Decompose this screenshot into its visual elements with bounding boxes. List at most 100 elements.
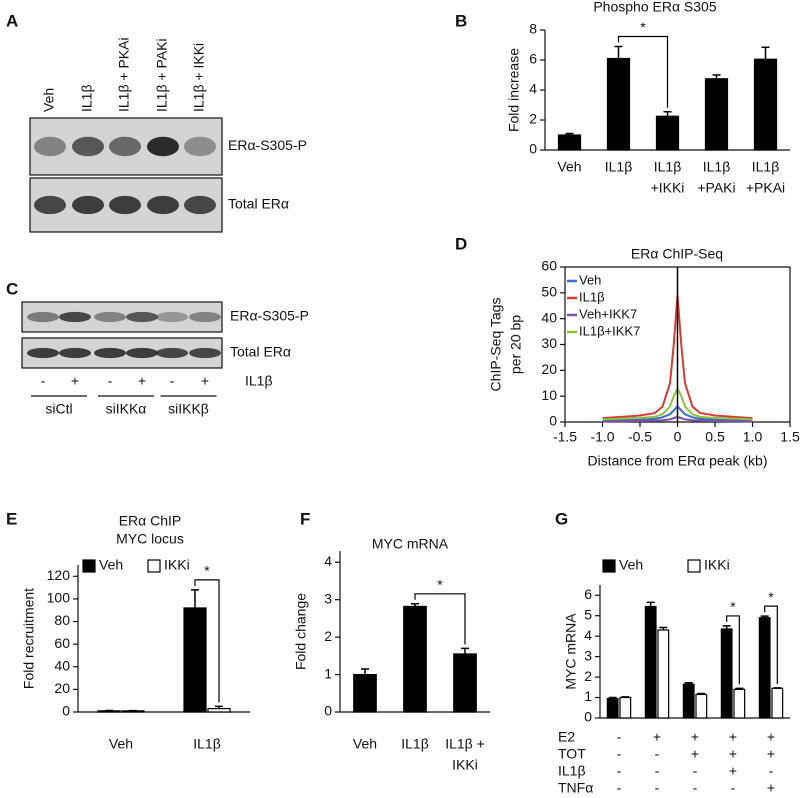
chart-title: MYC mRNA (372, 536, 449, 552)
panel-letter: G (555, 509, 568, 528)
bar (655, 115, 680, 151)
legend-swatch (82, 559, 96, 573)
y-tick-label: 60 (541, 258, 557, 274)
y-tick-label: 3 (324, 590, 332, 606)
table-cell: - (617, 763, 622, 779)
table-cell: - (617, 746, 622, 762)
panel-letter: B (455, 11, 467, 30)
table-cell: - (655, 746, 660, 762)
table-cell: + (729, 729, 737, 745)
table-cell: - (693, 763, 698, 779)
y-tick-label: 6 (584, 586, 592, 602)
x-axis-label: Distance from ERα peak (kb) (587, 453, 767, 469)
group-label: siCtl (45, 401, 72, 417)
table-row-label: TOT (558, 746, 586, 762)
y-tick-label: 0 (549, 413, 557, 429)
x-tick-label: IL1β (401, 736, 429, 752)
table-cell: + (653, 729, 661, 745)
y-tick-label: 4 (324, 553, 332, 569)
error-bar (722, 625, 731, 629)
blot-band (72, 136, 104, 157)
y-axis-label: ChIP-Seq Tags (488, 298, 504, 392)
y-tick-label: 100 (47, 590, 71, 606)
x-tick-label: IL1β (654, 159, 682, 175)
blot-band (59, 347, 91, 359)
legend-label: IKKi (704, 557, 730, 573)
x-tick-label: -1.0 (590, 429, 614, 445)
table-row-label: E2 (558, 729, 575, 745)
lane-label: IL1β + IKKi (191, 43, 207, 112)
sign: + (71, 373, 79, 389)
y-tick-label: 40 (541, 309, 557, 325)
bar (606, 57, 631, 151)
blot-band (94, 311, 126, 323)
sign: - (108, 373, 113, 389)
y-tick-label: 3 (584, 647, 592, 663)
y-tick-label: 0 (62, 703, 70, 719)
y-axis-label: per 20 bp (508, 315, 524, 374)
blot-band (184, 195, 216, 215)
error-bar (565, 132, 574, 135)
bar (453, 653, 477, 713)
x-tick-label: 0.5 (705, 429, 725, 445)
x-tick-label: -0.5 (628, 429, 652, 445)
significance-label: * (768, 589, 774, 605)
bar (353, 673, 377, 713)
group-label: siIKKβ (168, 401, 209, 417)
error-bar (659, 626, 668, 631)
error-bar (191, 589, 199, 608)
y-tick-label: 40 (54, 657, 70, 673)
blot-band (59, 311, 91, 323)
table-cell: + (729, 746, 737, 762)
y-tick-label: 30 (541, 335, 557, 351)
y-tick-label: 1 (324, 665, 332, 681)
y-tick-label: 2 (584, 668, 592, 684)
y-tick-label: 0 (584, 709, 592, 725)
legend-label: Veh (99, 557, 123, 573)
significance-label: * (730, 599, 736, 615)
bar (183, 607, 207, 713)
y-tick-label: 8 (529, 21, 537, 37)
legend-label: IL1β (579, 289, 605, 304)
y-axis-label: Fold change (293, 593, 309, 670)
y-tick-label: 10 (541, 387, 557, 403)
blot-band (34, 195, 66, 215)
significance-bracket (194, 579, 220, 703)
bar (753, 58, 778, 151)
x-tick-label: Veh (557, 159, 581, 175)
y-tick-label: 50 (541, 284, 557, 300)
significance-bracket (414, 593, 466, 645)
y-tick-label: 4 (529, 81, 537, 97)
sign: + (138, 373, 146, 389)
error-bar (361, 668, 369, 675)
y-tick-label: 1 (584, 688, 592, 704)
blot-band (27, 311, 59, 323)
y-tick-label: 20 (541, 361, 557, 377)
blot-band (109, 136, 141, 157)
bar (682, 683, 695, 719)
error-bar (697, 692, 706, 695)
bar (695, 693, 708, 719)
bar (704, 78, 729, 151)
blot-row-label: ERα-S305-P (228, 137, 307, 153)
blot-band (72, 195, 104, 215)
x-tick-label: 1.5 (780, 429, 800, 445)
error-bar (614, 45, 623, 59)
chart-title: ERα ChIP-Seq (631, 246, 723, 262)
y-axis-label: Fold increase (506, 48, 522, 132)
chart-subtitle: MYC locus (116, 531, 184, 547)
table-cell: + (729, 763, 737, 779)
legend-label: Veh (579, 272, 601, 287)
y-tick-label: 2 (324, 628, 332, 644)
blot-band (34, 136, 66, 157)
blot-band (109, 195, 141, 215)
blot-band (156, 311, 188, 323)
blot-band (94, 347, 126, 359)
table-cell: - (693, 780, 698, 796)
sign: - (170, 373, 175, 389)
blot-band (156, 347, 188, 359)
error-bar (608, 696, 617, 699)
bar (657, 629, 670, 719)
sign: - (41, 373, 46, 389)
blot-band (147, 136, 179, 157)
